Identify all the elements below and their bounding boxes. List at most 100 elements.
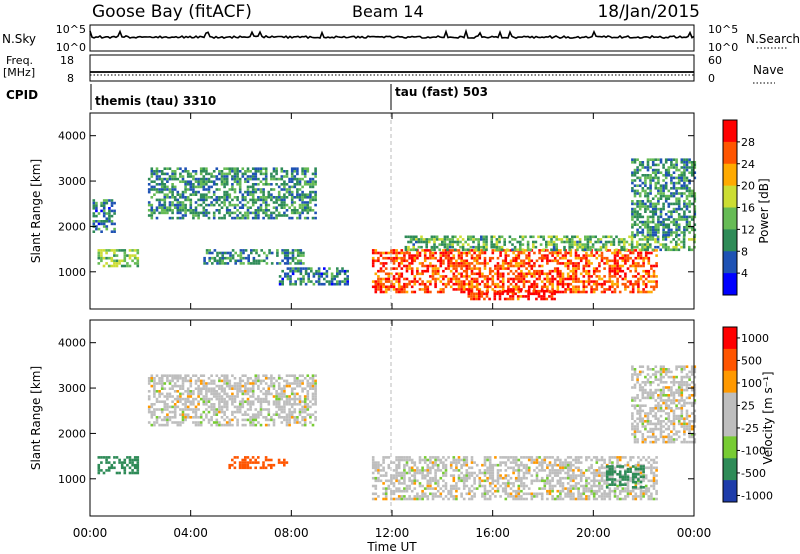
echo-cell bbox=[551, 277, 554, 281]
echo-cell bbox=[153, 180, 156, 183]
echo-cell bbox=[205, 382, 208, 385]
echo-cell bbox=[446, 245, 449, 249]
echo-cell bbox=[486, 479, 489, 483]
echo-cell bbox=[585, 487, 588, 490]
echo-cell bbox=[559, 256, 562, 260]
echo-cell bbox=[166, 423, 169, 427]
echo-cell bbox=[212, 214, 216, 217]
echo-cell bbox=[434, 487, 437, 490]
echo-cell bbox=[468, 267, 471, 270]
echo-cell bbox=[571, 235, 574, 239]
echo-cell bbox=[672, 248, 675, 252]
echo-cell bbox=[439, 290, 443, 294]
echo-cell bbox=[651, 176, 655, 180]
echo-cell bbox=[587, 275, 591, 278]
echo-cell bbox=[597, 238, 600, 241]
echo-cell bbox=[457, 456, 461, 459]
echo-cell bbox=[564, 471, 567, 475]
echo-cell bbox=[285, 203, 289, 207]
echo-cell bbox=[205, 262, 209, 265]
echo-cell bbox=[218, 405, 221, 409]
echo-cell bbox=[455, 269, 458, 273]
echo-cell bbox=[546, 482, 549, 485]
echo-cell bbox=[481, 290, 484, 294]
echo-cell bbox=[241, 214, 245, 217]
echo-cell bbox=[600, 487, 604, 490]
echo-cell bbox=[205, 170, 208, 173]
echo-cell bbox=[293, 418, 297, 422]
echo-cell bbox=[435, 238, 439, 241]
echo-cell bbox=[413, 256, 417, 260]
echo-cell bbox=[290, 185, 294, 189]
echo-cell bbox=[123, 469, 127, 472]
echo-cell bbox=[512, 461, 515, 464]
echo-cell bbox=[630, 248, 634, 252]
echo-cell bbox=[100, 251, 103, 255]
echo-cell bbox=[595, 456, 599, 459]
echo-cell bbox=[499, 251, 502, 255]
echo-cell bbox=[650, 285, 653, 289]
echo-cell bbox=[652, 264, 656, 268]
echo-cell bbox=[272, 400, 276, 403]
echo-cell bbox=[115, 254, 119, 257]
echo-cell bbox=[664, 168, 668, 172]
echo-cell bbox=[574, 249, 578, 252]
echo-cell bbox=[621, 256, 625, 260]
echo-cell bbox=[197, 421, 200, 424]
echo-cell bbox=[646, 166, 650, 169]
echo-cell bbox=[514, 458, 518, 462]
echo-cell bbox=[267, 183, 271, 186]
echo-cell bbox=[176, 190, 180, 194]
echo-cell bbox=[473, 476, 476, 480]
echo-cell bbox=[397, 495, 401, 498]
echo-cell bbox=[638, 238, 642, 241]
echo-cell bbox=[384, 495, 388, 498]
echo-cell bbox=[166, 206, 169, 209]
echo-cell bbox=[514, 495, 518, 498]
echo-cell bbox=[207, 188, 211, 191]
echo-cell bbox=[171, 405, 174, 409]
echo-cell bbox=[296, 259, 300, 263]
echo-cell bbox=[477, 295, 481, 298]
echo-cell bbox=[646, 205, 650, 208]
echo-cell bbox=[522, 487, 526, 490]
echo-cell bbox=[238, 201, 242, 204]
echo-cell bbox=[379, 254, 383, 257]
echo-cell bbox=[228, 214, 232, 217]
echo-cell bbox=[646, 220, 650, 224]
echo-cell bbox=[455, 288, 458, 291]
echo-cell bbox=[538, 272, 541, 276]
echo-cell bbox=[199, 379, 203, 383]
echo-cell bbox=[491, 476, 495, 480]
echo-cell bbox=[483, 277, 487, 281]
echo-cell bbox=[592, 479, 596, 483]
echo-cell bbox=[677, 174, 681, 177]
echo-cell bbox=[443, 243, 447, 246]
echo-cell bbox=[683, 192, 686, 195]
echo-cell bbox=[244, 180, 247, 183]
echo-cell bbox=[551, 282, 554, 286]
echo-cell bbox=[657, 207, 660, 211]
echo-cell bbox=[272, 175, 276, 178]
echo-cell bbox=[220, 374, 224, 377]
echo-cell bbox=[457, 288, 461, 291]
echo-cell bbox=[236, 172, 239, 176]
echo-cell bbox=[647, 280, 651, 283]
echo-cell bbox=[400, 267, 404, 270]
echo-cell bbox=[465, 461, 469, 464]
echo-cell bbox=[220, 416, 224, 419]
echo-cell bbox=[150, 216, 154, 220]
echo-cell bbox=[288, 206, 291, 209]
echo-cell bbox=[657, 223, 660, 226]
echo-cell bbox=[664, 181, 668, 185]
echo-cell bbox=[454, 248, 457, 252]
echo-cell bbox=[688, 231, 691, 234]
echo-cell bbox=[374, 288, 378, 291]
echo-cell bbox=[418, 277, 422, 281]
echo-cell bbox=[633, 189, 637, 193]
echo-cell bbox=[598, 282, 601, 286]
echo-cell bbox=[246, 177, 250, 181]
echo-cell bbox=[646, 215, 650, 219]
echo-cell bbox=[483, 497, 487, 501]
echo-cell bbox=[559, 482, 562, 485]
